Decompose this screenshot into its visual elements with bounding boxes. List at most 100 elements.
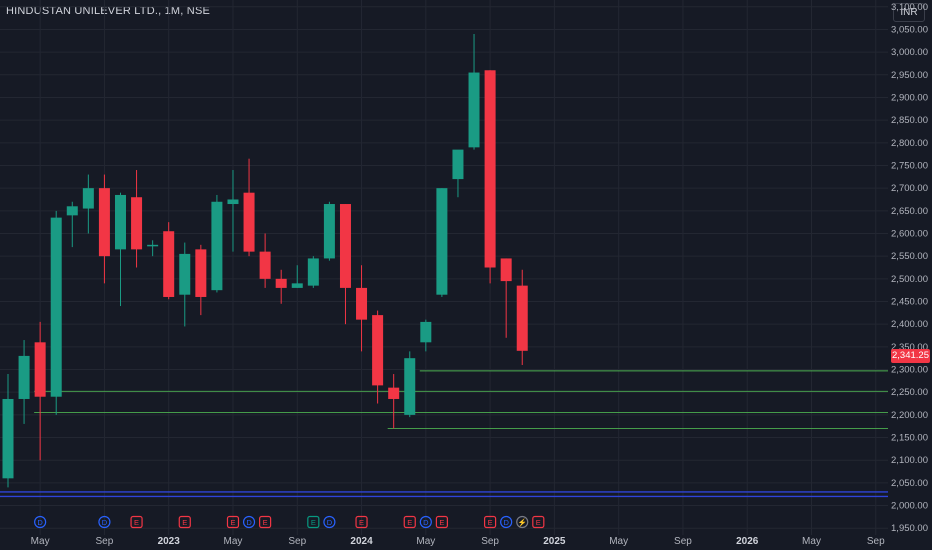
x-tick-label: 2026 bbox=[736, 536, 759, 547]
candle bbox=[131, 170, 143, 268]
event-marker-shape bbox=[435, 515, 448, 529]
time-axis: May Sep 2023 May Sep 2024 May Sep 2025 May Sep 2026… bbox=[31, 536, 885, 547]
candle bbox=[163, 222, 175, 300]
y-tick-label: 2,200.00 bbox=[891, 410, 928, 421]
event-marker-shape bbox=[98, 515, 111, 529]
candle bbox=[516, 269, 528, 365]
candle-series bbox=[2, 34, 528, 488]
event-marker-label: E bbox=[488, 518, 493, 527]
event-marker-shape bbox=[500, 515, 513, 529]
event-marker: E bbox=[259, 515, 272, 529]
candle-body bbox=[66, 206, 78, 216]
x-tick-label: 2025 bbox=[543, 536, 566, 547]
y-tick-label: 3,000.00 bbox=[891, 47, 928, 58]
candle bbox=[211, 194, 223, 293]
candle bbox=[468, 34, 480, 150]
event-marker: D bbox=[98, 515, 111, 529]
x-tick-label: Sep bbox=[288, 536, 306, 547]
price-axis: 1,950.00 2,000.00 2,050.00 2,100.00 2,150.00… bbox=[891, 2, 928, 534]
event-marker-shape bbox=[130, 515, 143, 529]
candle-body bbox=[34, 342, 46, 397]
event-marker: E bbox=[484, 515, 497, 529]
candle bbox=[307, 256, 319, 288]
candle bbox=[34, 321, 46, 461]
y-tick-label: 2,550.00 bbox=[891, 251, 928, 262]
event-marker-shape bbox=[226, 515, 240, 529]
candle bbox=[372, 310, 384, 404]
candle-body bbox=[114, 194, 126, 250]
y-tick-label: 2,400.00 bbox=[891, 319, 928, 330]
event-marker-label: D bbox=[102, 518, 108, 527]
candle-body bbox=[404, 358, 416, 415]
y-tick-label: 2,000.00 bbox=[891, 501, 928, 512]
event-marker-shape bbox=[178, 515, 191, 529]
x-tick-label: May bbox=[31, 536, 50, 547]
event-marker-label: D bbox=[327, 518, 333, 527]
event-marker: E bbox=[226, 515, 240, 529]
event-marker-shape bbox=[259, 515, 272, 529]
candle-body bbox=[259, 251, 271, 279]
event-marker: E bbox=[307, 515, 320, 529]
y-tick-label: 2,750.00 bbox=[891, 160, 928, 171]
event-marker-label: E bbox=[182, 518, 187, 527]
event-marker-label: D bbox=[37, 518, 43, 527]
y-tick-label: 2,250.00 bbox=[891, 387, 928, 398]
x-tick-label: Sep bbox=[96, 536, 114, 547]
candle bbox=[291, 265, 303, 288]
x-tick-label: Sep bbox=[674, 536, 692, 547]
candle-body bbox=[179, 253, 191, 295]
event-marker-label: E bbox=[359, 518, 364, 527]
candle-body bbox=[147, 244, 159, 247]
event-marker: E bbox=[130, 515, 143, 529]
candle bbox=[452, 149, 464, 198]
candle-body bbox=[356, 287, 368, 320]
y-tick-label: 2,650.00 bbox=[891, 206, 928, 217]
candle-body bbox=[195, 249, 207, 297]
event-marker-shape bbox=[516, 515, 529, 529]
event-marker: ⚡ bbox=[516, 515, 529, 529]
candle bbox=[114, 192, 126, 307]
candle bbox=[500, 258, 512, 338]
y-tick-label: 2,950.00 bbox=[891, 70, 928, 81]
event-marker-label: E bbox=[134, 518, 139, 527]
x-tick-label: May bbox=[609, 536, 628, 547]
candle-body bbox=[323, 204, 335, 259]
candle-body bbox=[307, 258, 319, 286]
event-marker-label: E bbox=[407, 518, 412, 527]
event-marker-shape bbox=[355, 515, 368, 529]
candle-body bbox=[500, 258, 512, 282]
event-marker-label: D bbox=[503, 518, 509, 527]
event-marker-label: ⚡ bbox=[518, 518, 527, 527]
x-tick-label: Sep bbox=[867, 536, 885, 547]
y-tick-label: 2,700.00 bbox=[891, 183, 928, 194]
event-marker-shape bbox=[323, 515, 336, 529]
event-marker-label: E bbox=[230, 518, 235, 527]
x-tick-label: May bbox=[416, 536, 435, 547]
event-marker: D bbox=[242, 515, 256, 529]
candle bbox=[259, 233, 271, 288]
y-tick-label: 2,350.00 bbox=[891, 342, 928, 353]
candle-body bbox=[50, 217, 62, 397]
x-tick-label: May bbox=[802, 536, 821, 547]
y-tick-label: 2,900.00 bbox=[891, 92, 928, 103]
candle-body bbox=[18, 355, 30, 399]
candle bbox=[147, 240, 159, 257]
event-marker: E bbox=[532, 515, 545, 529]
y-tick-label: 3,050.00 bbox=[891, 24, 928, 35]
candle-body bbox=[291, 283, 303, 288]
chart-grid bbox=[0, 0, 888, 535]
candle-body bbox=[2, 398, 14, 479]
support-bands bbox=[0, 491, 888, 498]
y-tick-label: 2,800.00 bbox=[891, 138, 928, 149]
event-marker: D bbox=[500, 515, 513, 529]
candle bbox=[82, 174, 94, 234]
y-tick-label: 2,100.00 bbox=[891, 455, 928, 466]
candle bbox=[484, 70, 496, 284]
event-marker-label: E bbox=[439, 518, 444, 527]
currency-button[interactable]: INR bbox=[893, 3, 925, 22]
event-marker: E bbox=[403, 515, 416, 529]
event-marker: E bbox=[355, 515, 368, 529]
event-marker-label: E bbox=[311, 518, 316, 527]
candle bbox=[356, 265, 368, 352]
